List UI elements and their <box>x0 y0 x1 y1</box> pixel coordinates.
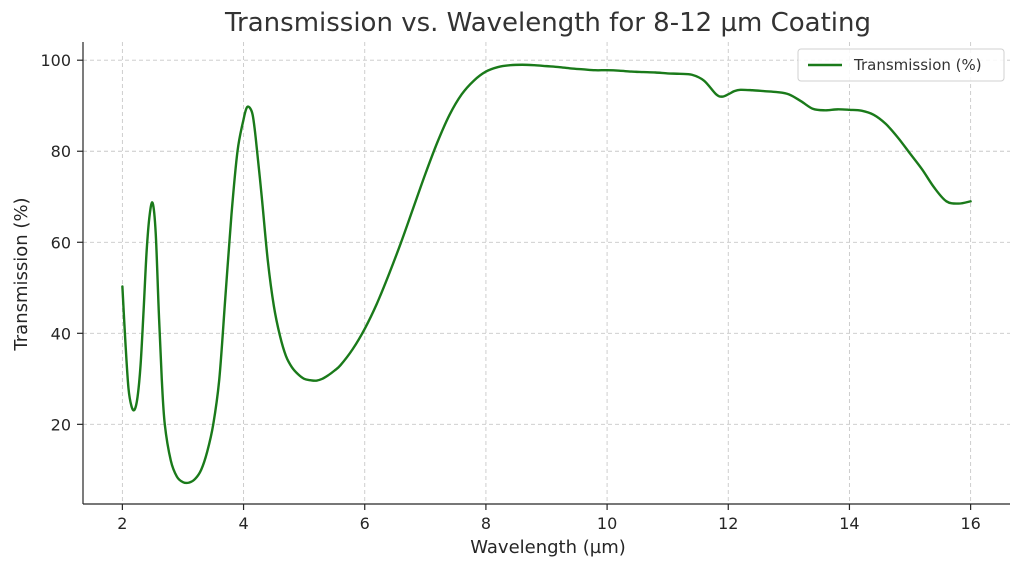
y-tick-label: 80 <box>51 142 71 161</box>
x-tick-label: 12 <box>718 514 738 533</box>
series-line-transmission <box>121 63 972 485</box>
x-tick-label: 10 <box>597 514 617 533</box>
x-tick-label: 16 <box>960 514 980 533</box>
x-tick-label: 6 <box>360 514 370 533</box>
x-axis-label: Wavelength (µm) <box>470 537 626 558</box>
x-tick-label: 2 <box>117 514 127 533</box>
y-axis-label: Transmission (%) <box>11 197 32 351</box>
y-tick-label: 20 <box>51 415 71 434</box>
y-tick-label: 100 <box>40 51 71 70</box>
grid <box>83 42 1010 504</box>
x-tick-label: 8 <box>481 514 491 533</box>
legend: Transmission (%) <box>797 48 1005 82</box>
y-tick-label: 60 <box>51 233 71 252</box>
axes: 2 4 6 8 10 12 14 16 20 40 60 80 100 <box>40 42 1010 533</box>
legend-label: Transmission (%) <box>853 56 982 74</box>
x-tick-label: 14 <box>839 514 859 533</box>
x-tick-label: 4 <box>238 514 248 533</box>
chart-title: Transmission vs. Wavelength for 8-12 µm … <box>224 8 871 38</box>
y-tick-label: 40 <box>51 324 71 343</box>
legend-box <box>797 48 1005 82</box>
series <box>121 63 972 485</box>
